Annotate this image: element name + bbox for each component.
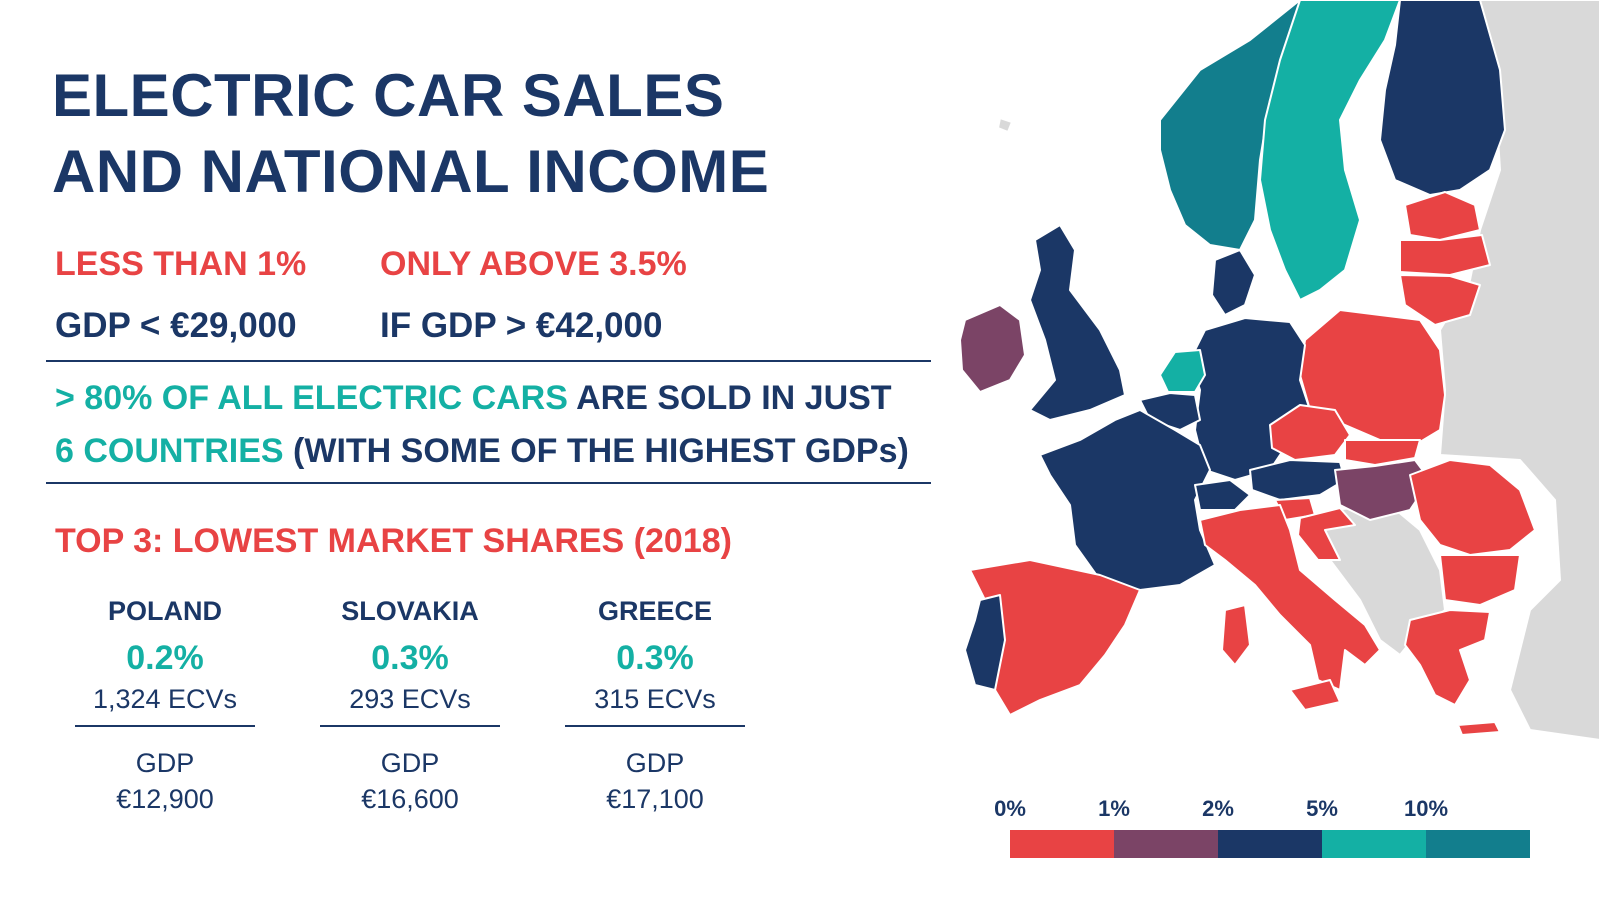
legend-tick: 10% xyxy=(1403,796,1449,821)
map-sweden xyxy=(1259,0,1401,301)
title-line-1: ELECTRIC CAR SALES xyxy=(52,62,725,129)
map-denmark xyxy=(1211,249,1256,316)
legend-swatch xyxy=(1010,830,1114,858)
claim-text-2: (WITH SOME OF THE HIGHEST GDPs) xyxy=(283,432,909,470)
card-divider xyxy=(75,725,255,727)
claim-line-2: 6 COUNTRIES (WITH SOME OF THE HIGHEST GD… xyxy=(55,425,909,478)
legend-swatch xyxy=(1218,830,1322,858)
gdp-block: GDP €17,100 xyxy=(545,745,765,817)
map-sardinia xyxy=(1221,604,1251,666)
stat-high-income: ONLY ABOVE 3.5% IF GDP > €42,000 xyxy=(380,245,687,346)
market-share: 0.2% xyxy=(126,639,204,677)
ecv-count: 1,324 ECVs xyxy=(92,684,238,714)
divider-bottom xyxy=(46,482,931,484)
map-greece xyxy=(1404,609,1491,706)
claim-text-1: ARE SOLD IN JUST xyxy=(567,379,892,417)
map-norway-grey-island xyxy=(997,117,1013,133)
legend-ticks: 0% 1% 2% 5% 10% xyxy=(994,796,1530,822)
legend-swatch xyxy=(1426,830,1530,858)
map-switzerland xyxy=(1194,479,1251,511)
map-russia-ukraine-grey xyxy=(1439,0,1600,741)
map-estonia xyxy=(1404,191,1481,241)
country-card-poland: POLAND 0.2% 1,324 ECVs GDP €12,900 xyxy=(55,596,275,817)
legend-color-bar xyxy=(1010,830,1530,858)
legend-swatch xyxy=(1322,830,1426,858)
europe-map xyxy=(960,0,1600,741)
legend-tick: 2% xyxy=(1202,796,1234,821)
title-line-2: AND NATIONAL INCOME xyxy=(52,138,770,205)
map-finland xyxy=(1379,0,1506,196)
map-france xyxy=(1039,409,1216,591)
stat-high-headline: ONLY ABOVE 3.5% xyxy=(380,245,687,283)
ecv-count: 315 ECVs xyxy=(594,684,716,714)
card-divider xyxy=(565,725,745,727)
map-ireland xyxy=(960,304,1026,393)
divider-top xyxy=(46,360,931,362)
country-card-greece: GREECE 0.3% 315 ECVs GDP €17,100 xyxy=(545,596,765,817)
map-sicily xyxy=(1289,679,1341,711)
market-share: 0.3% xyxy=(616,639,694,677)
stat-low-condition: GDP < €29,000 xyxy=(55,306,297,345)
map-lithuania xyxy=(1399,274,1481,326)
legend-swatch xyxy=(1114,830,1218,858)
country-card-slovakia: SLOVAKIA 0.3% 293 ECVs GDP €16,600 xyxy=(300,596,520,817)
map-slovakia xyxy=(1344,439,1421,466)
gdp-block: GDP €16,600 xyxy=(300,745,520,817)
legend-tick: 5% xyxy=(1306,796,1338,821)
stat-low-income: LESS THAN 1% GDP < €29,000 xyxy=(55,245,306,346)
claim-highlight-1: > 80% OF ALL ELECTRIC CARS xyxy=(55,379,568,417)
map-romania xyxy=(1409,459,1536,556)
map-uk xyxy=(1029,224,1126,421)
country-name: GREECE xyxy=(597,596,713,626)
stat-low-headline: LESS THAN 1% xyxy=(55,245,307,283)
gdp-label: GDP xyxy=(625,748,685,778)
legend-tick: 1% xyxy=(1098,796,1130,821)
claim-highlight-2: 6 COUNTRIES xyxy=(55,432,284,470)
map-italy xyxy=(1199,504,1381,691)
legend-tick: 0% xyxy=(994,796,1026,821)
gdp-label: GDP xyxy=(135,748,195,778)
map-netherlands xyxy=(1159,349,1206,393)
gdp-label: GDP xyxy=(380,748,440,778)
gdp-value: €12,900 xyxy=(116,784,214,814)
map-portugal xyxy=(964,594,1006,691)
card-divider xyxy=(320,725,500,727)
gdp-value: €17,100 xyxy=(606,784,704,814)
map-bulgaria xyxy=(1439,554,1521,606)
market-share: 0.3% xyxy=(371,639,449,677)
map-czech xyxy=(1269,404,1351,461)
gdp-block: GDP €12,900 xyxy=(55,745,275,817)
country-name: POLAND xyxy=(108,596,222,626)
stat-high-condition: IF GDP > €42,000 xyxy=(380,306,663,345)
map-austria xyxy=(1249,459,1346,501)
key-claim: > 80% OF ALL ELECTRIC CARS ARE SOLD IN J… xyxy=(55,372,909,478)
page-title: ELECTRIC CAR SALES AND NATIONAL INCOME xyxy=(52,58,769,210)
country-name: SLOVAKIA xyxy=(341,596,479,626)
map-latvia xyxy=(1399,234,1491,276)
map-crete xyxy=(1457,721,1501,736)
gdp-value: €16,600 xyxy=(361,784,459,814)
map-legend: 0% 1% 2% 5% 10% xyxy=(994,796,1530,858)
map-croatia xyxy=(1297,507,1356,561)
lowest-shares-heading: TOP 3: LOWEST MARKET SHARES (2018) xyxy=(55,522,732,560)
ecv-count: 293 ECVs xyxy=(349,684,471,714)
claim-line-1: > 80% OF ALL ELECTRIC CARS ARE SOLD IN J… xyxy=(55,372,909,425)
